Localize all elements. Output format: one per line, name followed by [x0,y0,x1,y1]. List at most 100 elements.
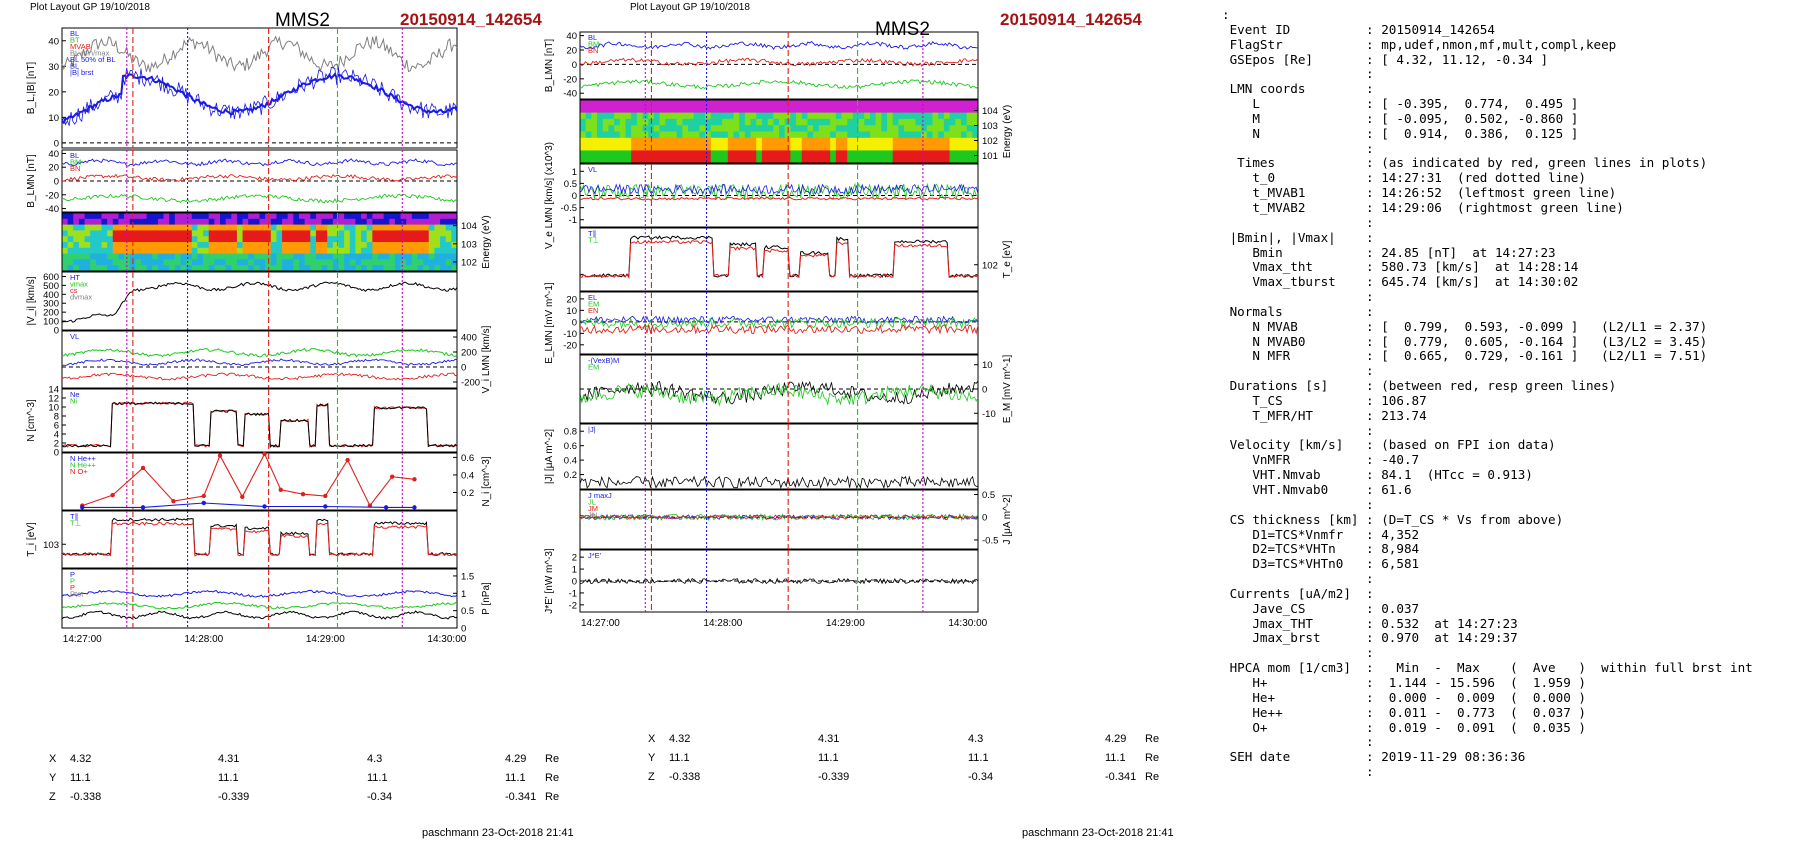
spectrogram-cell [191,218,198,225]
spectrogram-cell [852,112,859,120]
spectrogram-cell [716,131,723,139]
spectrogram-cell [417,224,424,231]
spectrogram-cell [361,224,368,231]
spectrogram-cell [112,224,119,231]
spectrogram-cell [445,218,452,225]
spectrogram-cell [445,230,452,237]
spectrogram-cell [591,118,598,126]
spectrogram-cell [614,100,621,107]
spectrogram-cell [915,156,922,164]
spectrogram-cell [926,144,933,151]
y-tick-label: 1 [461,589,466,600]
spectrogram-cell [597,131,604,139]
spectrogram-cell [400,242,407,249]
spectrogram-cell [208,259,215,266]
spectrogram-cell [852,156,859,164]
spectrogram-cell [733,144,740,151]
spectrogram-cell [665,106,672,113]
spectrogram-cell [636,150,643,158]
data-point [240,494,245,500]
spectrogram-cell [779,106,786,113]
spectrogram-cell [619,125,626,132]
series-line [61,401,458,448]
spectrogram-cell [864,137,871,145]
spectrogram-cell [926,131,933,139]
spectrogram-cell [400,247,407,254]
y-tick-label: -20 [563,74,577,85]
spectrogram-cell [78,259,85,266]
spectrogram-cell [304,218,311,225]
spectrogram-cell [378,247,385,254]
spectrogram-cell [727,156,734,164]
spectrogram-cell [824,144,831,151]
spectrogram-cell [383,247,390,254]
spectrogram-cell [203,259,210,266]
spectrogram-cell [180,230,187,237]
spectrogram-cell [858,112,865,120]
spectrogram-cell [67,213,74,220]
spectrogram-cell [304,236,311,243]
spectrogram-cell [191,247,198,254]
spectrogram-cell [428,259,435,266]
spectrogram-cell [445,247,452,254]
spectrogram-cell [338,259,345,266]
spectrogram-cell [389,224,396,231]
spectrogram-cell [95,259,102,266]
spectrogram-cell [78,253,85,260]
spectrogram-cell [214,213,221,220]
panel-R9 [579,549,979,613]
spectrogram-cell [112,242,119,249]
spectrogram-cell [881,100,888,107]
spectrogram-cell [841,125,848,132]
spectrogram-cell [101,259,108,266]
y-tick-label: 14 [48,385,59,396]
spectrogram-cell [710,125,717,132]
spectrogram-cell [197,242,204,249]
spectrogram-cell [366,236,373,243]
spectrogram-cell [157,247,164,254]
info-line: t_MVAB2 : 14:29:06 (rightmost green line… [1252,199,1624,215]
spectrogram-cell [327,236,334,243]
spectrogram-cell [852,137,859,145]
spectrogram-cell [591,106,598,113]
spectrogram-cell [864,100,871,107]
info-line: SEH date : 2019-11-29 08:36:36 [1229,749,1526,765]
spectrogram-cell [248,230,255,237]
spectrogram-cell [146,230,153,237]
spectrogram-cell [744,156,751,164]
spectrogram-cell [90,218,97,225]
spectrogram-cell [847,144,854,151]
spectrogram-cell [378,253,385,260]
spectrogram-cell [847,156,854,164]
spectrogram-cell [915,125,922,132]
spectrogram-cell [174,224,181,231]
spectrogram-cell [220,247,227,254]
spectrogram-cell [276,224,283,231]
spectrogram-cell [932,125,939,132]
spectrogram-cell [693,131,700,139]
spectrogram-cell [299,265,306,272]
spectrogram-cell [186,253,193,260]
spectrogram-cell [423,259,430,266]
spectrogram-cell [406,224,413,231]
spectrogram-cell [169,218,176,225]
data-point [262,451,267,457]
spectrogram-cell [744,125,751,132]
spectrogram-cell [242,242,249,249]
spectrogram-cell [921,144,928,151]
spectrogram-cell [101,242,108,249]
spectrogram-cell [585,156,592,164]
spectrogram-cell [417,253,424,260]
spectrogram-cell [938,150,945,158]
spectrogram-cell [174,265,181,272]
spectrogram-cell [887,118,894,126]
spectrogram-cell [727,131,734,139]
spectrogram-cell [722,156,729,164]
spectrogram-cell [710,131,717,139]
legend-entry: EM [588,363,599,372]
spectrogram-cell [705,106,712,113]
spectrogram-cell [152,224,159,231]
time-tick-label: 14:27:00 [63,634,102,645]
data-point [80,505,85,510]
spectrogram-cell [84,230,91,237]
